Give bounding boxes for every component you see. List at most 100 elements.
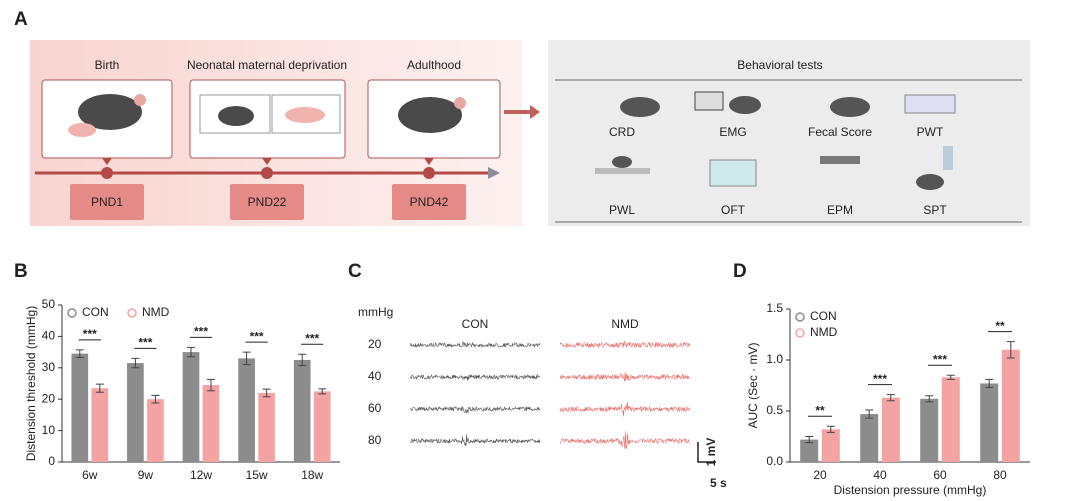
arrow [504, 105, 540, 119]
x-axis-label: Distension pressure (mmHg) [834, 483, 987, 497]
bar [881, 397, 900, 462]
trace [559, 372, 691, 382]
test-label: OFT [721, 203, 746, 217]
stage-label: Birth [95, 58, 120, 72]
error-bar [207, 378, 216, 392]
significance: ** [995, 319, 1005, 333]
error-bar [186, 346, 195, 358]
test-label: Fecal Score [808, 125, 872, 139]
scale-y: 1 mV [704, 438, 718, 467]
group-label: CON [462, 317, 489, 331]
y-tick-label: 0.0 [766, 454, 783, 468]
level-label: 80 [368, 433, 382, 447]
legend-label: CON [82, 305, 109, 319]
timeline-dots [101, 158, 435, 179]
bar [293, 359, 311, 462]
stage-label: Neonatal maternal deprivation [187, 58, 347, 72]
error-bar [298, 353, 307, 367]
x-tick-label: 6w [82, 468, 98, 482]
test-label: EMG [719, 125, 746, 139]
test-label: CRD [609, 125, 635, 139]
bar [941, 377, 960, 462]
y-tick-label: 50 [42, 297, 56, 311]
error-bar [262, 388, 271, 398]
trace [559, 402, 691, 417]
bar [860, 414, 879, 462]
test-label: EPM [827, 203, 853, 217]
test-label: PWL [609, 203, 635, 217]
level-label: 40 [368, 369, 382, 383]
y-axis-label: AUC (Sec · mV) [746, 342, 760, 428]
legend-label: NMD [142, 305, 170, 319]
x-tick-label: 12w [190, 468, 212, 482]
error-bar [826, 425, 835, 433]
panel-label: D [733, 261, 747, 282]
trace [559, 431, 691, 449]
legend-swatch [67, 308, 77, 318]
test-label: SPT [923, 203, 947, 217]
group-label: NMD [611, 317, 639, 331]
legend-swatch [795, 312, 805, 322]
y-tick-label: 20 [42, 391, 56, 405]
stage-label: Adulthood [407, 58, 461, 72]
x-tick-label: 60 [933, 468, 947, 482]
x-tick-label: 18w [301, 468, 323, 482]
panel-label: A [14, 9, 28, 30]
legend-swatch [795, 328, 805, 338]
bar [258, 392, 275, 462]
bar [127, 363, 144, 462]
scale-x: 5 s [710, 476, 727, 490]
error-bar [95, 383, 104, 393]
bar [920, 398, 939, 462]
panel-label: C [348, 261, 362, 282]
error-bar [1006, 341, 1015, 359]
error-bar [865, 409, 874, 419]
x-tick-label: 40 [873, 468, 887, 482]
bar [202, 385, 220, 462]
significance: *** [138, 336, 152, 350]
bar [71, 353, 89, 462]
y-tick-label: 1.0 [766, 352, 783, 366]
significance: *** [83, 327, 97, 341]
stage-tag: PND22 [248, 195, 287, 209]
error-bar [131, 357, 140, 369]
level-label: 20 [368, 337, 382, 351]
error-bar [925, 395, 934, 403]
legend-label: NMD [810, 325, 838, 339]
y-axis-label: Distension threshold (mmHg) [24, 306, 38, 461]
error-bar [242, 351, 251, 366]
trace [409, 341, 541, 348]
timeline-arrow [488, 167, 500, 179]
level-label: 60 [368, 401, 382, 415]
bar [91, 388, 109, 462]
error-bar [805, 436, 814, 444]
significance: *** [194, 325, 208, 339]
trace [409, 373, 541, 381]
trace [559, 340, 691, 349]
significance: *** [250, 329, 264, 343]
error-bar [318, 388, 327, 395]
test-icons [595, 91, 956, 190]
error-bar [151, 394, 160, 404]
error-bar [946, 374, 955, 380]
bar [313, 391, 331, 462]
bar [1001, 349, 1020, 462]
x-tick-label: 80 [993, 468, 1007, 482]
panel-label: B [14, 261, 28, 282]
bar [238, 358, 255, 462]
trace [409, 434, 541, 447]
test-label: PWT [917, 125, 944, 139]
trace [409, 406, 541, 414]
significance: *** [933, 352, 947, 366]
bar [821, 429, 840, 462]
stage-tag: PND1 [91, 195, 123, 209]
scale-bar [697, 442, 716, 463]
tests-box [548, 40, 1030, 226]
y-tick-label: 0 [48, 454, 55, 468]
bar [800, 439, 819, 462]
error-bar [886, 394, 895, 402]
legend-label: CON [810, 309, 837, 323]
error-bar [75, 349, 84, 358]
y-tick-label: 30 [42, 360, 56, 374]
